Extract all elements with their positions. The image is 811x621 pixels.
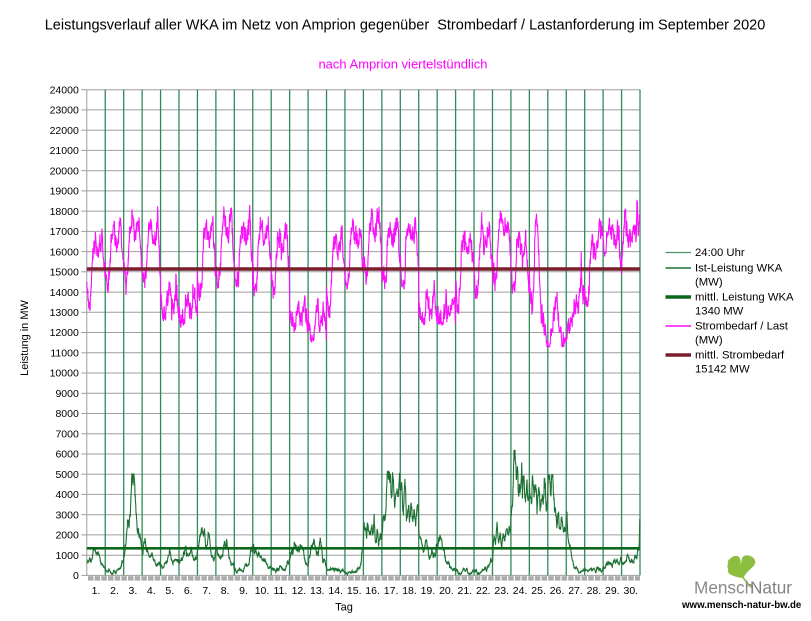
svg-text:16.: 16. (365, 585, 380, 597)
svg-text:6.: 6. (184, 585, 193, 597)
svg-text:3.: 3. (129, 585, 138, 597)
svg-text:1.: 1. (92, 585, 101, 597)
svg-text:12.: 12. (292, 585, 307, 597)
svg-text:23.: 23. (494, 585, 509, 597)
svg-text:10.: 10. (255, 585, 270, 597)
svg-text:5.: 5. (165, 585, 174, 597)
svg-text:7.: 7. (202, 585, 211, 597)
svg-text:20000: 20000 (50, 165, 79, 177)
svg-text:19.: 19. (421, 585, 436, 597)
svg-text:15142 MW: 15142 MW (695, 364, 750, 376)
svg-text:15000: 15000 (50, 267, 79, 279)
svg-text:9000: 9000 (55, 388, 79, 400)
svg-text:11.: 11. (273, 585, 287, 597)
svg-text:nach Amprion viertelstündlich: nach Amprion viertelstündlich (318, 57, 487, 72)
svg-text:15.: 15. (347, 585, 362, 597)
svg-text:24:00 Uhr: 24:00 Uhr (695, 247, 745, 259)
svg-text:Mensch: Mensch (694, 578, 754, 598)
svg-text:2.: 2. (110, 585, 119, 597)
svg-text:mittl. Leistung WKA: mittl. Leistung WKA (695, 292, 794, 304)
svg-text:Natur: Natur (750, 578, 792, 598)
svg-text:21000: 21000 (50, 145, 79, 157)
svg-text:16000: 16000 (50, 246, 79, 258)
svg-text:Ist-Leistung WKA: Ist-Leistung WKA (695, 263, 783, 275)
svg-text:27.: 27. (568, 585, 583, 597)
svg-text:21.: 21. (457, 585, 472, 597)
svg-text:17.: 17. (384, 585, 399, 597)
svg-text:18000: 18000 (50, 206, 79, 218)
svg-text:Strombedarf / Last: Strombedarf / Last (695, 321, 789, 333)
svg-text:Tag: Tag (335, 602, 353, 614)
svg-text:4.: 4. (147, 585, 156, 597)
svg-text:24000: 24000 (50, 84, 79, 96)
svg-text:19000: 19000 (50, 186, 79, 198)
svg-text:Leistungsverlauf aller WKA im: Leistungsverlauf aller WKA im Netz von A… (45, 18, 766, 34)
svg-text:28.: 28. (587, 585, 602, 597)
svg-text:8.: 8. (221, 585, 230, 597)
svg-text:3000: 3000 (55, 509, 79, 521)
svg-text:Leistung in MW: Leistung in MW (19, 299, 31, 375)
svg-text:25.: 25. (531, 585, 546, 597)
svg-text:www.mensch-natur-bw.de: www.mensch-natur-bw.de (681, 600, 802, 611)
svg-text:10000: 10000 (50, 368, 79, 380)
svg-text:(MW): (MW) (695, 335, 723, 347)
svg-text:9.: 9. (239, 585, 248, 597)
svg-text:13000: 13000 (50, 307, 79, 319)
svg-text:6000: 6000 (55, 449, 79, 461)
svg-text:7000: 7000 (55, 428, 79, 440)
svg-text:(MW): (MW) (695, 277, 723, 289)
svg-text:22000: 22000 (50, 125, 79, 137)
svg-text:24.: 24. (513, 585, 528, 597)
svg-text:8000: 8000 (55, 408, 79, 420)
svg-text:22.: 22. (476, 585, 491, 597)
svg-text:30.: 30. (623, 585, 638, 597)
svg-text:mittl. Strombedarf: mittl. Strombedarf (695, 350, 785, 362)
svg-text:5000: 5000 (55, 469, 79, 481)
svg-text:14000: 14000 (50, 287, 79, 299)
svg-text:20.: 20. (439, 585, 454, 597)
svg-text:1340 MW: 1340 MW (695, 306, 744, 318)
svg-text:13.: 13. (310, 585, 325, 597)
svg-text:12000: 12000 (50, 327, 79, 339)
svg-text:1000: 1000 (55, 550, 79, 562)
svg-text:26.: 26. (550, 585, 565, 597)
svg-text:29.: 29. (605, 585, 620, 597)
svg-text:23000: 23000 (50, 105, 79, 117)
svg-text:2000: 2000 (55, 530, 79, 542)
svg-text:11000: 11000 (50, 348, 79, 360)
svg-text:4000: 4000 (55, 489, 79, 501)
svg-text:17000: 17000 (50, 226, 79, 238)
svg-text:18.: 18. (402, 585, 417, 597)
svg-text:0: 0 (73, 570, 79, 582)
svg-text:14.: 14. (328, 585, 343, 597)
